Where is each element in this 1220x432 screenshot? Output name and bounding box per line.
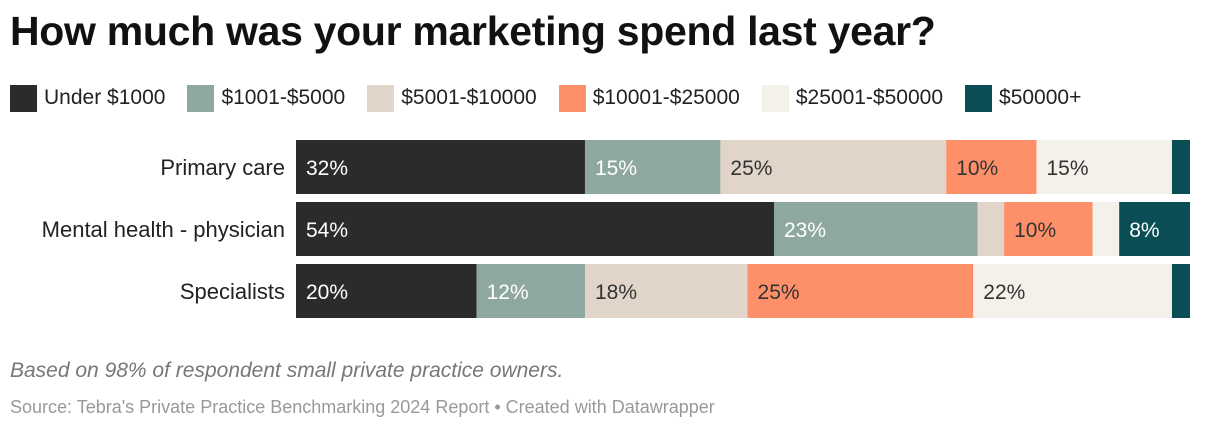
legend-swatch [558,84,586,112]
bar-specialists-1001-5000 [476,264,585,318]
legend-swatch [367,84,395,112]
legend-swatch [187,84,215,112]
legend-swatch [10,84,37,112]
data-label-primary-care-5001-10000: 25% [730,157,772,180]
legend: Under $1000 $1001-$5000 $5001-$10000 $10001… [10,84,1103,112]
bar-primary-care-under-1000 [296,140,585,194]
category-label-primary-care: Primary care [160,155,285,180]
data-label-primary-care-10001-25000: 10% [956,157,998,180]
legend-item-10001-25000: $10001-$25000 [558,84,740,112]
bar-specialists-10001-25000 [747,264,974,318]
bar-mental-health-physician-under-1000 [296,202,774,256]
legend-item-50000-plus: $50000+ [965,84,1082,112]
legend-item-under-1000: Under $1000 [10,84,166,112]
bar-primary-care-5001-10000 [720,140,947,194]
data-label-specialists-5001-10000: 18% [595,281,637,304]
data-label-specialists-1001-5000: 12% [487,281,529,304]
legend-label: $50000+ [999,86,1082,109]
bar-mental-health-physician-10001-25000 [1004,202,1093,256]
bar-specialists-25001-50000 [973,264,1172,318]
data-label-mental-health-physician-10001-25000: 10% [1014,219,1056,242]
legend-swatch [965,84,993,112]
data-label-primary-care-under-1000: 32% [306,157,348,180]
legend-label: $10001-$25000 [592,86,740,109]
data-label-specialists-10001-25000: 25% [758,281,800,304]
bar-mental-health-physician-50000-plus [1119,202,1190,256]
bar-primary-care-50000-plus [1171,140,1190,194]
bar-specialists-50000-plus [1171,264,1190,318]
data-label-mental-health-physician-1001-5000: 23% [784,219,826,242]
data-label-primary-care-1001-5000: 15% [595,157,637,180]
bar-primary-care-25001-50000 [1036,140,1172,194]
chart-source: Source: Tebra's Private Practice Benchma… [10,397,715,417]
data-label-primary-care-25001-50000: 15% [1046,157,1088,180]
legend-item-1001-5000: $1001-$5000 [187,84,346,112]
legend-label: Under $1000 [44,86,166,109]
data-label-specialists-under-1000: 20% [306,281,348,304]
legend-label: $25001-$50000 [795,86,944,109]
chart-title: How much was your marketing spend last y… [10,8,936,54]
legend-label: $1001-$5000 [221,86,346,109]
legend-label: $5001-$10000 [401,86,537,109]
bar-mental-health-physician-1001-5000 [773,202,978,256]
bar-mental-health-physician-25001-50000 [1092,202,1120,256]
data-label-specialists-25001-50000: 22% [983,281,1025,304]
bar-primary-care-1001-5000 [584,140,721,194]
legend-item-5001-10000: $5001-$10000 [367,84,537,112]
legend-swatch [761,84,789,112]
bar-specialists-5001-10000 [584,264,748,318]
category-label-mental-health-physician: Mental health - physician [42,217,285,242]
bar-mental-health-physician-5001-10000 [977,202,1005,256]
category-label-specialists: Specialists [180,279,285,304]
bar-specialists-under-1000 [296,264,477,318]
chart-note: Based on 98% of respondent small private… [10,359,564,382]
bar-primary-care-10001-25000 [946,140,1037,194]
data-label-mental-health-physician-under-1000: 54% [306,219,348,242]
data-label-mental-health-physician-50000-plus: 8% [1129,219,1159,242]
legend-item-25001-50000: $25001-$50000 [761,84,944,112]
